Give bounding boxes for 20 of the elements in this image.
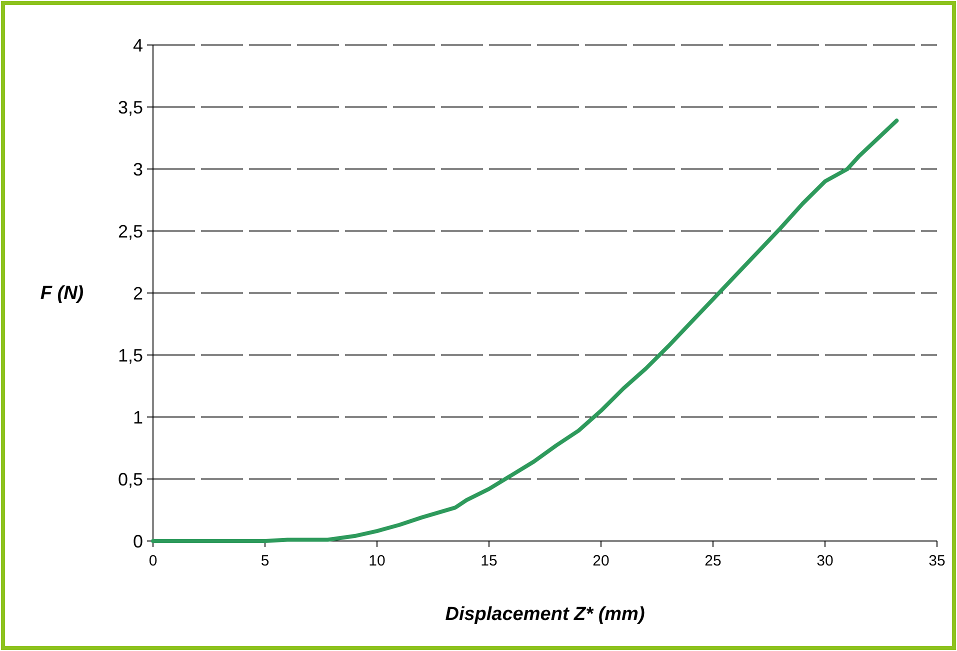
y-tick-label: 3,5	[118, 97, 143, 118]
x-tick-label: 20	[592, 552, 610, 570]
line-series	[151, 118, 899, 543]
y-tick-label: 1,5	[118, 345, 143, 366]
x-axis-title: Displacement Z* (mm)	[445, 604, 645, 625]
y-tick-label: 1	[132, 407, 143, 428]
x-tick-label: 35	[928, 552, 946, 570]
y-tick-label: 0,5	[118, 469, 143, 490]
x-tick-label: 10	[368, 552, 386, 570]
y-tick-label: 0	[132, 531, 143, 552]
x-tick-label: 25	[704, 552, 722, 570]
x-tick-label: 30	[816, 552, 834, 570]
x-tick-label: 15	[480, 552, 498, 570]
x-tick-label: 0	[148, 552, 158, 570]
x-tick-label: 5	[260, 552, 270, 570]
y-tick-label: 4	[132, 35, 143, 56]
y-tick-label: 2,5	[118, 221, 143, 242]
y-tick-label: 2	[132, 283, 143, 304]
y-tick-label: 3	[132, 159, 143, 180]
y-axis-title: F (N)	[40, 283, 84, 304]
